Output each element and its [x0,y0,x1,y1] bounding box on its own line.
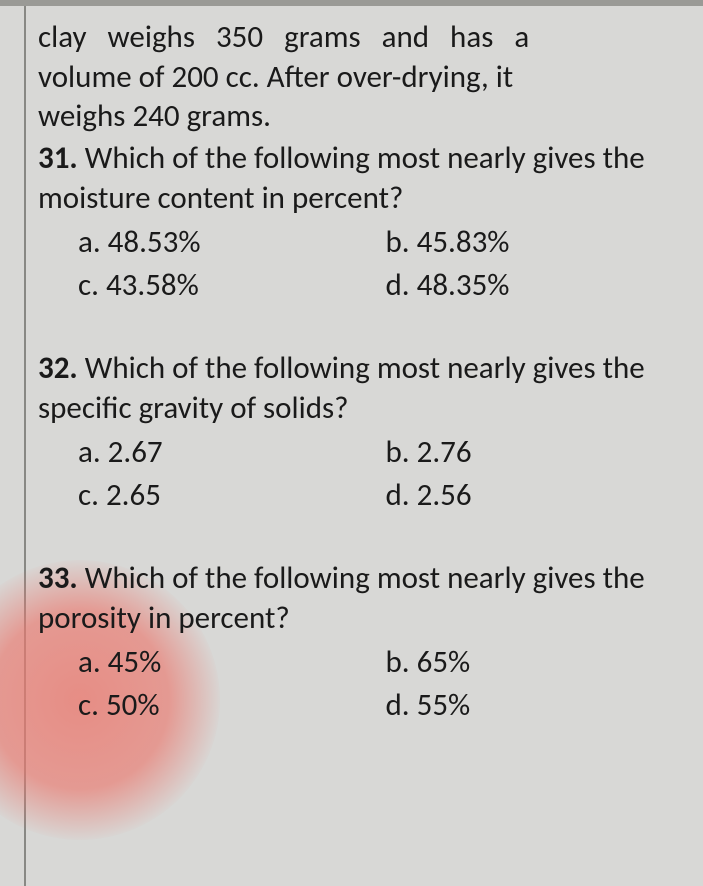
option-c: c. 43.58% [78,265,376,305]
question-number: 32. [38,349,78,387]
question-text: 32. Which of the following most nearly g… [38,349,683,428]
question-33: 33. Which of the following most nearly g… [38,559,683,725]
question-body: Which of the following most nearly gives… [38,559,645,637]
option-b: b. 65% [386,642,684,682]
question-text: 31. Which of the following most nearly g… [38,139,683,218]
options-grid: a. 2.67 b. 2.76 c. 2.65 d. 2.56 [38,432,683,515]
option-d: d. 55% [386,685,684,725]
options-grid: a. 45% b. 65% c. 50% d. 55% [38,642,683,725]
option-d: d. 48.35% [386,265,684,305]
option-a: a. 45% [78,642,376,682]
question-text: 33. Which of the following most nearly g… [38,559,683,638]
question-number: 31. [38,139,78,177]
option-c: c. 2.65 [78,475,376,515]
intro-line-2: volume of 200 cc. After over-drying, it [38,58,683,98]
option-d: d. 2.56 [386,475,684,515]
question-number: 33. [38,559,78,597]
intro-line-3: weighs 240 grams. [38,97,683,137]
option-a: a. 2.67 [78,432,376,472]
option-a: a. 48.53% [78,222,376,262]
question-31: 31. Which of the following most nearly g… [38,139,683,305]
option-b: b. 45.83% [386,222,684,262]
options-grid: a. 48.53% b. 45.83% c. 43.58% d. 48.35% [38,222,683,305]
intro-line-1: clay weighs 350 grams and has a [38,18,683,58]
page-content: clay weighs 350 grams and has a volume o… [38,18,683,725]
question-body: Which of the following most nearly gives… [38,349,645,427]
option-b: b. 2.76 [386,432,684,472]
intro-paragraph: clay weighs 350 grams and has a volume o… [38,18,683,137]
question-32: 32. Which of the following most nearly g… [38,349,683,515]
option-c: c. 50% [78,685,376,725]
question-body: Which of the following most nearly gives… [38,139,645,217]
